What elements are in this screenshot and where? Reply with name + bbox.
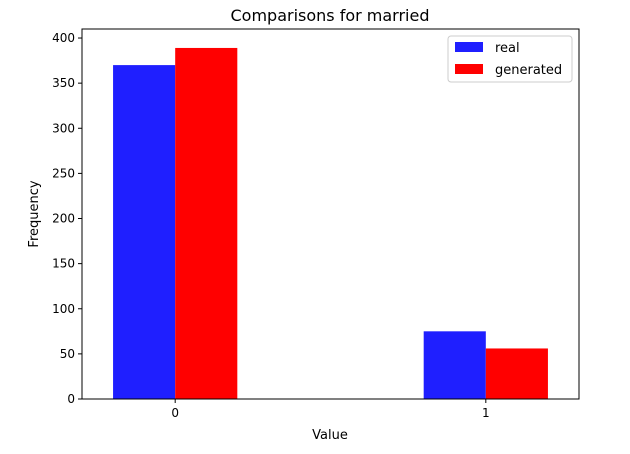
bar-generated-1 — [485, 348, 548, 399]
y-tick-label: 400 — [52, 31, 75, 45]
axes-frame — [81, 28, 580, 400]
legend-label-real: real — [495, 41, 520, 56]
bar-generated-0 — [175, 47, 238, 399]
y-tick-label: 200 — [52, 212, 75, 226]
chart-title: Comparisons for married — [230, 6, 429, 25]
bar-real-0 — [113, 65, 176, 399]
legend-swatch-real — [455, 42, 483, 52]
x-axis-label: Value — [312, 428, 348, 443]
bar-real-1 — [423, 331, 486, 399]
y-tick-label: 0 — [67, 392, 75, 406]
y-tick-label: 300 — [52, 121, 75, 135]
y-tick-label: 50 — [60, 347, 75, 361]
legend-swatch-generated — [455, 64, 483, 74]
x-tick-label: 1 — [482, 406, 490, 420]
y-tick-label: 150 — [52, 257, 75, 271]
y-tick-label: 100 — [52, 302, 75, 316]
y-tick-label: 250 — [52, 166, 75, 180]
y-axis-ticks: 0 50 100 150 200 250 300 350 400 — [52, 31, 82, 406]
x-tick-label: 0 — [171, 406, 179, 420]
y-tick-label: 350 — [52, 76, 75, 90]
y-axis-label: Frequency — [27, 180, 42, 247]
legend-label-generated: generated — [495, 63, 562, 78]
bars-group — [113, 47, 548, 399]
legend: real generated — [447, 35, 573, 83]
